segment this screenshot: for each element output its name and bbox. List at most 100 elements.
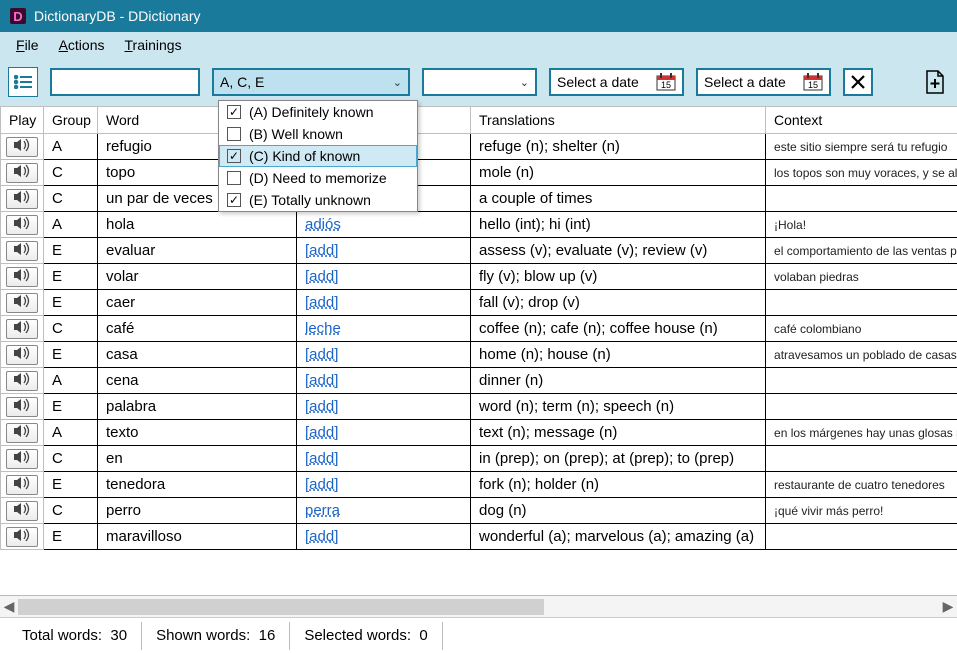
list-view-button[interactable] bbox=[8, 67, 38, 97]
context-cell: atravesamos un poblado de casas es bbox=[766, 342, 957, 368]
horizontal-scrollbar[interactable]: ◀ ▶ bbox=[0, 595, 957, 617]
opposite-cell: adiós bbox=[297, 212, 471, 238]
clear-dates-button[interactable] bbox=[843, 68, 873, 96]
table-row[interactable]: Evolar[add]fly (v); blow up (v)volaban p… bbox=[1, 264, 957, 290]
menu-trainings[interactable]: Trainings bbox=[115, 35, 192, 55]
table-row[interactable]: Epalabra[add]word (n); term (n); speech … bbox=[1, 394, 957, 420]
play-cell bbox=[1, 160, 44, 186]
menu-file[interactable]: File bbox=[6, 35, 49, 55]
group-cell: E bbox=[44, 264, 98, 290]
opposite-cell: [add] bbox=[297, 238, 471, 264]
scroll-thumb[interactable] bbox=[18, 599, 544, 615]
play-cell bbox=[1, 394, 44, 420]
group-cell: E bbox=[44, 524, 98, 550]
opposite-cell: [add] bbox=[297, 342, 471, 368]
add-opposite-link[interactable]: [add] bbox=[305, 346, 338, 363]
context-cell: ¡Hola! bbox=[766, 212, 957, 238]
filter-option[interactable]: (D) Need to memorize bbox=[219, 167, 417, 189]
table-row[interactable]: Acena[add]dinner (n) bbox=[1, 368, 957, 394]
play-button[interactable] bbox=[6, 241, 38, 261]
opposite-link[interactable]: adiós bbox=[305, 216, 341, 233]
play-cell bbox=[1, 186, 44, 212]
add-opposite-link[interactable]: [add] bbox=[305, 528, 338, 545]
play-button[interactable] bbox=[6, 527, 38, 547]
filter-option[interactable]: (B) Well known bbox=[219, 123, 417, 145]
context-cell: restaurante de cuatro tenedores bbox=[766, 472, 957, 498]
table-row[interactable]: Emaravilloso[add]wonderful (a); marvelou… bbox=[1, 524, 957, 550]
add-opposite-link[interactable]: [add] bbox=[305, 398, 338, 415]
play-button[interactable] bbox=[6, 371, 38, 391]
filter-option[interactable]: ✓(C) Kind of known bbox=[219, 145, 417, 167]
table-row[interactable]: Ecasa[add]home (n); house (n)atravesamos… bbox=[1, 342, 957, 368]
table-row[interactable]: Etenedora[add]fork (n); holder (n)restau… bbox=[1, 472, 957, 498]
play-button[interactable] bbox=[6, 449, 38, 469]
filter-combo[interactable]: A, C, E ⌄ bbox=[212, 68, 410, 96]
opposite-cell: [add] bbox=[297, 290, 471, 316]
add-opposite-link[interactable]: [add] bbox=[305, 268, 338, 285]
play-button[interactable] bbox=[6, 397, 38, 417]
translations-cell: in (prep); on (prep); at (prep); to (pre… bbox=[471, 446, 766, 472]
add-opposite-link[interactable]: [add] bbox=[305, 476, 338, 493]
col-group[interactable]: Group bbox=[44, 107, 98, 134]
play-button[interactable] bbox=[6, 267, 38, 287]
opposite-cell: perra bbox=[297, 498, 471, 524]
col-context[interactable]: Context bbox=[766, 107, 957, 134]
opposite-cell: leche bbox=[297, 316, 471, 342]
add-opposite-link[interactable]: [add] bbox=[305, 372, 338, 389]
play-button[interactable] bbox=[6, 293, 38, 313]
checkbox-icon bbox=[227, 127, 241, 141]
date-from-picker[interactable]: Select a date 15 bbox=[549, 68, 684, 96]
play-button[interactable] bbox=[6, 137, 38, 157]
add-opposite-link[interactable]: [add] bbox=[305, 294, 338, 311]
context-cell bbox=[766, 446, 957, 472]
secondary-combo[interactable]: ⌄ bbox=[422, 68, 537, 96]
col-play[interactable]: Play bbox=[1, 107, 44, 134]
play-button[interactable] bbox=[6, 345, 38, 365]
context-cell: los topos son muy voraces, y se alim bbox=[766, 160, 957, 186]
opposite-link[interactable]: perra bbox=[305, 502, 340, 519]
table-row[interactable]: Arefugiorefuge (n); shelter (n)este siti… bbox=[1, 134, 957, 160]
word-cell: caer bbox=[98, 290, 297, 316]
group-cell: C bbox=[44, 446, 98, 472]
date-to-picker[interactable]: Select a date 15 bbox=[696, 68, 831, 96]
play-button[interactable] bbox=[6, 189, 38, 209]
table-row[interactable]: Cun par de vecesa couple of times bbox=[1, 186, 957, 212]
play-button[interactable] bbox=[6, 501, 38, 521]
titlebar: D DictionaryDB - DDictionary bbox=[0, 0, 957, 32]
table-row[interactable]: Atexto[add]text (n); message (n)en los m… bbox=[1, 420, 957, 446]
table-row[interactable]: Eevaluar[add]assess (v); evaluate (v); r… bbox=[1, 238, 957, 264]
table-row[interactable]: Cen[add]in (prep); on (prep); at (prep);… bbox=[1, 446, 957, 472]
add-entry-button[interactable] bbox=[921, 68, 949, 96]
add-opposite-link[interactable]: [add] bbox=[305, 450, 338, 467]
group-cell: A bbox=[44, 134, 98, 160]
play-button[interactable] bbox=[6, 319, 38, 339]
filter-option-label: (B) Well known bbox=[249, 126, 343, 142]
play-button[interactable] bbox=[6, 423, 38, 443]
scroll-right-icon[interactable]: ▶ bbox=[939, 598, 957, 616]
col-translations[interactable]: Translations bbox=[471, 107, 766, 134]
word-cell: hola bbox=[98, 212, 297, 238]
add-opposite-link[interactable]: [add] bbox=[305, 242, 338, 259]
table-row[interactable]: Aholaadióshello (int); hi (int)¡Hola! bbox=[1, 212, 957, 238]
opposite-cell: [add] bbox=[297, 524, 471, 550]
search-input[interactable] bbox=[50, 68, 200, 96]
play-cell bbox=[1, 212, 44, 238]
translations-cell: fork (n); holder (n) bbox=[471, 472, 766, 498]
table-row[interactable]: Ctopomole (n)los topos son muy voraces, … bbox=[1, 160, 957, 186]
menu-actions[interactable]: Actions bbox=[49, 35, 115, 55]
filter-option[interactable]: ✓(A) Definitely known bbox=[219, 101, 417, 123]
filter-option[interactable]: ✓(E) Totally unknown bbox=[219, 189, 417, 211]
table-row[interactable]: Cperroperradog (n)¡qué vivir más perro! bbox=[1, 498, 957, 524]
play-cell bbox=[1, 342, 44, 368]
speaker-icon bbox=[13, 450, 31, 468]
table-row[interactable]: Ccafélechecoffee (n); cafe (n); coffee h… bbox=[1, 316, 957, 342]
scroll-left-icon[interactable]: ◀ bbox=[0, 598, 18, 616]
table-row[interactable]: Ecaer[add]fall (v); drop (v) bbox=[1, 290, 957, 316]
context-cell bbox=[766, 368, 957, 394]
play-button[interactable] bbox=[6, 475, 38, 495]
add-opposite-link[interactable]: [add] bbox=[305, 424, 338, 441]
play-button[interactable] bbox=[6, 163, 38, 183]
translations-cell: assess (v); evaluate (v); review (v) bbox=[471, 238, 766, 264]
opposite-link[interactable]: leche bbox=[305, 320, 341, 337]
play-button[interactable] bbox=[6, 215, 38, 235]
